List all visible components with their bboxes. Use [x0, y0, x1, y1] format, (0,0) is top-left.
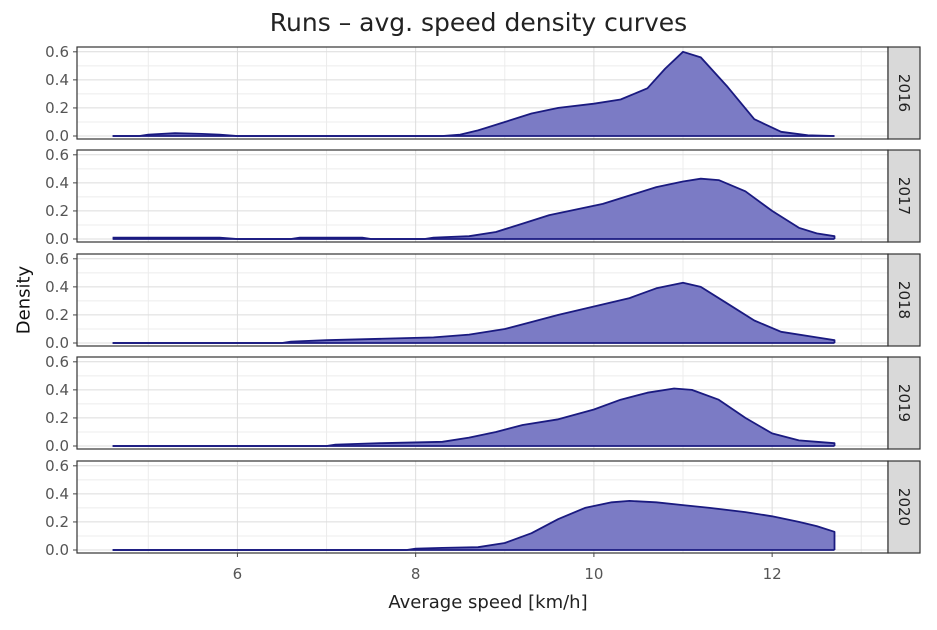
density-line-2019	[112, 387, 836, 447]
y-tick-label: 0.0	[45, 127, 69, 145]
chart-title: Runs – avg. speed density curves	[269, 8, 688, 37]
y-tick-label: 0.0	[45, 230, 69, 248]
density-line-2016	[112, 50, 835, 137]
x-axis-title: Average speed [km/h]	[388, 592, 588, 613]
panel-2020: 0.0 0.2 0.4 0.6 2020	[45, 457, 921, 559]
facet-label-2020: 2020	[895, 488, 913, 526]
facet-strip-2019	[887, 356, 921, 450]
facet-label-2017: 2017	[895, 177, 913, 215]
y-tick-label: 0.2	[45, 202, 69, 220]
y-tick-label: 0.0	[45, 334, 69, 352]
y-tick-label: 0.6	[45, 146, 69, 164]
y-tick-label: 0.0	[45, 437, 69, 455]
facet-label-2016: 2016	[895, 74, 913, 112]
facet-label-2018: 2018	[895, 281, 913, 319]
y-tick-label: 0.6	[45, 353, 69, 371]
panel-2016: 0.0 0.2 0.4 0.6 2016	[45, 43, 921, 145]
density-line-2018	[112, 281, 836, 344]
panel-2018: 0.0 0.2 0.4 0.6 2018	[45, 250, 921, 352]
density-area-2017	[112, 178, 835, 239]
y-tick-label: 0.6	[45, 43, 69, 61]
y-tick-label: 0.0	[45, 541, 69, 559]
density-area-2018	[112, 282, 835, 343]
density-line-2017	[112, 177, 836, 240]
panel-2019: 0.0 0.2 0.4 0.6 2019	[45, 353, 921, 455]
y-tick-label: 0.4	[45, 381, 69, 399]
facet-strip-2018	[887, 253, 921, 347]
facet-strip-2020	[887, 460, 921, 554]
y-tick-label: 0.4	[45, 174, 69, 192]
density-area-2016	[112, 51, 835, 136]
y-tick-label: 0.4	[45, 485, 69, 503]
y-tick-label: 0.6	[45, 250, 69, 268]
y-tick-label: 0.2	[45, 99, 69, 117]
x-tick-label: 8	[411, 565, 421, 583]
x-tick-label: 10	[584, 565, 603, 583]
y-tick-label: 0.2	[45, 306, 69, 324]
density-line-2020	[112, 500, 836, 551]
y-tick-label: 0.4	[45, 278, 69, 296]
facet-strip-2016	[887, 46, 921, 140]
facet-strip-2017	[887, 149, 921, 243]
y-tick-label: 0.6	[45, 457, 69, 475]
y-tick-label: 0.2	[45, 513, 69, 531]
y-tick-label: 0.2	[45, 409, 69, 427]
facet-label-2019: 2019	[895, 384, 913, 422]
x-tick-label: 12	[763, 565, 782, 583]
y-tick-label: 0.4	[45, 71, 69, 89]
panel-2017: 0.0 0.2 0.4 0.6 2017	[45, 146, 921, 248]
x-tick-label: 6	[233, 565, 243, 583]
density-area-2020	[112, 500, 835, 550]
density-area-2019	[112, 388, 835, 446]
